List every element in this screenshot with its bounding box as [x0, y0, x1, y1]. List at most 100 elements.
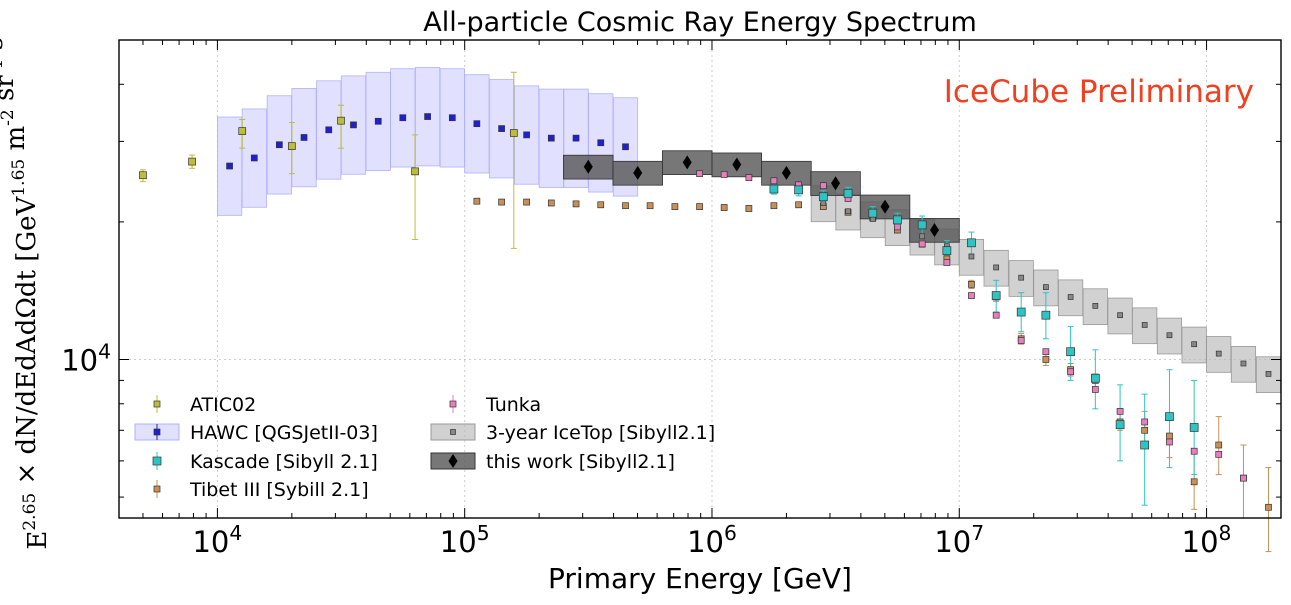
hawc-point [399, 114, 407, 122]
y-label-part: 1.65 [9, 159, 29, 197]
icetop-point [1166, 332, 1173, 339]
tibet-point [745, 205, 753, 212]
kascade-point [1189, 423, 1199, 432]
tunka-point [894, 223, 901, 231]
hawc-point [597, 139, 605, 147]
tick-exponent: 5 [477, 521, 490, 545]
icetop-point [968, 253, 975, 260]
hawc-point [250, 154, 258, 162]
hawc-point [226, 162, 233, 170]
kascade-point [1090, 373, 1100, 383]
data-points [139, 113, 1272, 511]
y-label-part: m [1, 126, 31, 159]
thiswork-point [682, 155, 692, 170]
hawc-band [365, 71, 391, 172]
atic-point [509, 129, 518, 137]
kascade-point [1066, 347, 1075, 357]
tunka-point [720, 171, 728, 178]
tunka-point [1091, 386, 1099, 393]
atic-point [188, 157, 196, 166]
icetop-point [1265, 371, 1272, 377]
tibet-point [646, 202, 654, 210]
hawc-point [498, 125, 505, 132]
tick-base: 10 [1182, 525, 1219, 559]
hawc-point [547, 134, 555, 142]
tunka-point [918, 240, 926, 248]
tunka-point [745, 174, 753, 181]
y-label-part: -1 [0, 59, 7, 76]
tick-base: 10 [934, 525, 971, 559]
tibet-point [1141, 426, 1149, 434]
tunka-point [1042, 348, 1050, 356]
tibet-point [968, 281, 975, 288]
tick-exponent: 7 [971, 521, 984, 545]
hawc-point [300, 134, 308, 141]
legend-label-tunka: Tunka [485, 394, 541, 416]
chart-title: All-particle Cosmic Ray Energy Spectrum [423, 7, 977, 38]
tibet-point [597, 201, 605, 209]
tibet-point [622, 202, 629, 210]
tunka-point [1215, 451, 1223, 458]
y-label-part: s [0, 37, 9, 59]
tunka-point [696, 170, 703, 178]
tibet-point [498, 198, 505, 206]
x-axis-label-text: Primary Energy [GeV] [548, 562, 852, 595]
icetop-point [845, 208, 851, 215]
plot-frame [118, 39, 1282, 519]
legend-marker-atic [153, 400, 161, 408]
atic-point [337, 116, 345, 125]
tibet-point [473, 197, 481, 205]
kascade-point [1165, 412, 1174, 421]
tibet-point [1166, 432, 1173, 440]
tick-base: 10 [192, 525, 229, 559]
atic-point [139, 171, 147, 180]
tunka-point [943, 259, 951, 266]
icetop-point [1117, 312, 1123, 319]
tunka-point [1116, 408, 1124, 415]
thiswork-point [929, 222, 939, 237]
tibet-point [671, 203, 679, 210]
tunka-point [992, 311, 1000, 319]
tibet-point [523, 198, 530, 206]
x-tick-label: 108 [1182, 521, 1232, 559]
legend-label-kascade: Kascade [Sibyll 2.1] [190, 451, 378, 473]
kascade-point [769, 184, 779, 194]
hawc-point [523, 131, 530, 139]
thiswork-point [831, 176, 841, 191]
tick-exponent: 4 [98, 339, 111, 363]
y-label-part: sr [0, 75, 20, 110]
kascade-point [843, 188, 853, 198]
icetop-point [1043, 284, 1049, 290]
y-label-part: 2.65 [20, 493, 40, 531]
legend-marker-icetop [450, 429, 456, 435]
x-tick-label: 107 [934, 521, 984, 559]
thiswork-point [583, 159, 593, 174]
tibet-point [1265, 503, 1272, 511]
x-tick-label: 105 [440, 521, 490, 559]
tunka-point [1240, 474, 1247, 482]
kascade-point [991, 291, 1001, 300]
annotation-icecube-preliminary: IceCube Preliminary [944, 74, 1254, 110]
kascade-point [1115, 420, 1125, 430]
hawc-point [448, 114, 456, 122]
tunka-point [819, 182, 827, 190]
legend-marker-hawc [153, 428, 161, 436]
thiswork-point [880, 199, 890, 214]
tibet-point [795, 201, 802, 209]
hawc-point [275, 141, 283, 149]
icetop-point [820, 200, 827, 206]
tibet-point [572, 200, 580, 208]
kascade-point [1041, 310, 1051, 320]
atic-point [287, 142, 296, 150]
tibet-point [720, 204, 728, 211]
icetop-point [993, 264, 1000, 271]
tick-exponent: 4 [229, 521, 242, 545]
tunka-point [1190, 447, 1198, 455]
kascade-point [818, 192, 828, 202]
hawc-point [572, 134, 580, 142]
tibet-point [1190, 478, 1198, 486]
legend-label-thiswork: this work [Sibyll2.1] [486, 451, 675, 473]
tick-base: 10 [61, 343, 98, 377]
